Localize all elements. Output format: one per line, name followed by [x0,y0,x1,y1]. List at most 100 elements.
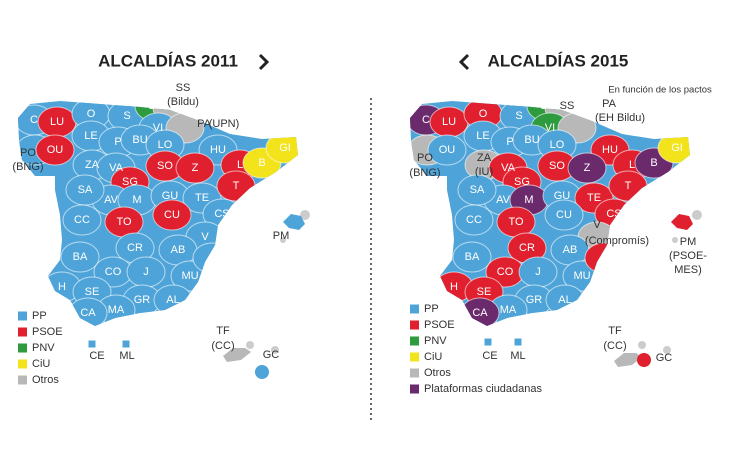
minor-island [672,237,678,243]
province-label: VA [501,162,516,174]
province [614,353,642,367]
province [484,338,492,346]
province [454,204,494,236]
province-label: AB [171,244,186,256]
province-label: GC [656,352,673,364]
province-label: L [237,159,243,171]
province-label: SS [176,82,191,94]
province-label: LO [550,139,565,151]
minor-island [663,346,671,354]
province-label: CR [519,242,535,254]
province-label: CC [74,214,90,226]
legend-label: PNV [424,335,447,347]
province-note: (Compromís) [585,235,649,247]
legend-label: PNV [32,342,55,354]
province-label: GR [526,294,543,306]
province-label: CU [164,209,180,221]
legend-label: CiU [32,358,50,370]
province [283,214,305,230]
legend-swatch [18,327,27,337]
next-arrow[interactable] [258,53,270,71]
minor-island [280,237,286,243]
province [175,152,215,184]
province-note: (UPN) [209,118,240,130]
legend-swatch [410,304,419,314]
province-label: B [650,157,657,169]
province-label: AL [558,294,571,306]
province-label: V [593,219,601,231]
province-label: HU [602,144,618,156]
province-note: MES) [674,264,702,276]
province-label: Z [584,162,591,174]
legend-label: PP [32,310,47,322]
province-label: CC [466,214,482,226]
province-label: AV [104,194,119,206]
province-note: (PSOE- [669,250,707,262]
province-label: P [114,136,121,148]
minor-island [271,346,279,354]
province-label: AB [563,244,578,256]
minor-island [638,341,646,349]
province-label: PA [197,118,212,130]
legend-label: Otros [424,367,451,379]
legend-swatch [18,375,27,385]
province-label: PO [20,147,36,159]
legend-swatch [18,343,27,353]
province-label: TO [508,216,524,228]
province-label: H [58,281,66,293]
province-label: S [123,110,130,122]
legend-label: Plataformas ciudadanas [424,383,543,395]
province-label: ZA [85,159,100,171]
province-label: VA [109,162,124,174]
province-label: SE [477,286,492,298]
province-label: CS [214,208,229,220]
province-label: J [143,266,149,278]
province-label: TF [608,325,622,337]
province [452,241,492,273]
province-label: LE [476,130,489,142]
province [192,242,232,274]
province-label: OU [439,144,456,156]
province-label: TE [195,192,209,204]
province-label: GI [279,142,291,154]
province-label: ML [510,350,525,362]
province-label: LO [158,139,173,151]
province-label: GI [671,142,683,154]
legend-label: Otros [32,374,59,386]
province-label: SA [470,184,485,196]
province [671,214,693,230]
province-label: LU [50,116,64,128]
prev-arrow[interactable] [458,53,470,71]
province-label: M [524,194,533,206]
province [62,204,102,236]
province [544,199,584,231]
province [427,134,467,166]
province-label: J [535,266,541,278]
province-label: TE [587,192,601,204]
province-label: S [515,110,522,122]
province-label: CO [105,266,122,278]
legend-label: PSOE [32,326,63,338]
province-label: O [87,108,96,120]
province-label: SO [549,160,565,172]
province-label: AL [166,294,179,306]
province-label: VI [545,122,555,134]
province-note: (BNG) [12,161,43,173]
minor-island [246,341,254,349]
province-note: (CC) [211,340,234,352]
province [514,338,522,346]
province-label: PM [273,230,290,242]
province-label: LU [442,116,456,128]
province-label: CU [556,209,572,221]
province [255,365,269,379]
province-label: HU [210,144,226,156]
province-label: Z [192,162,199,174]
map: C LU O S BI SS VI PA (EH Bildu) LE P BU LO HU L B GI PO (B… [409,98,707,395]
province-label: H [450,281,458,293]
province-label: TO [116,216,132,228]
province-label: CS [606,208,621,220]
province [567,152,607,184]
province-label: SE [85,286,100,298]
